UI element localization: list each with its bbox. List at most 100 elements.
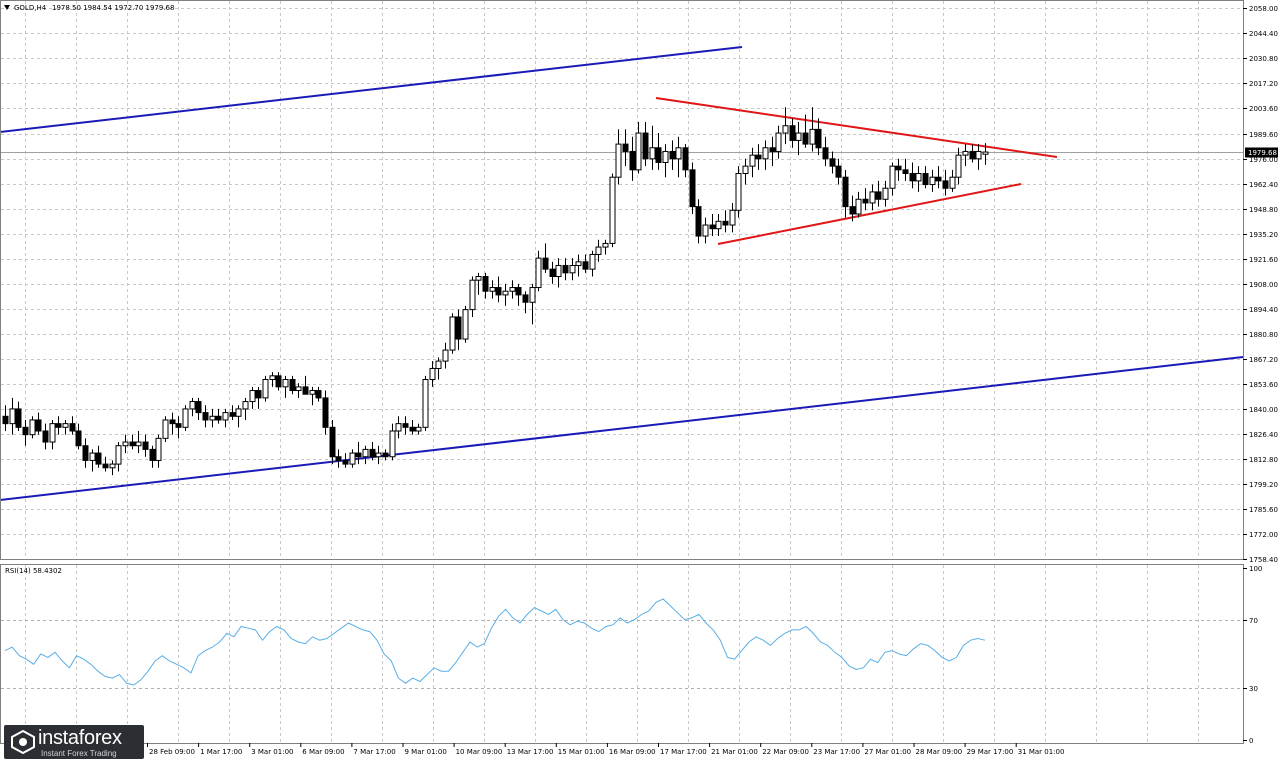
candle-body <box>369 448 376 458</box>
price-tick-label: 2058.00 <box>1249 5 1278 13</box>
candle-body <box>582 261 589 270</box>
candle-body <box>902 169 909 175</box>
candle-body <box>655 147 662 163</box>
candle-body <box>509 287 516 292</box>
candle-body <box>502 290 509 296</box>
candle-body <box>35 419 42 432</box>
candle-body <box>62 423 69 428</box>
candle-body <box>29 419 36 436</box>
candle-body <box>575 261 582 266</box>
candle-body <box>429 367 436 381</box>
candle-body <box>295 386 302 392</box>
current-price-label: 1979.68 <box>1248 149 1277 157</box>
candle-body <box>775 132 782 152</box>
candle-body <box>935 176 942 182</box>
candle-body <box>602 242 609 248</box>
price-tick-label: 1948.80 <box>1249 206 1278 214</box>
time-tick-label: 29 Mar 17:00 <box>967 748 1014 756</box>
instaforex-watermark: instaforex Instant Forex Trading <box>4 725 144 759</box>
candle-body <box>75 430 82 447</box>
candle-body <box>269 375 276 381</box>
rsi-tick-label: 0 <box>1249 737 1253 745</box>
time-tick-label: 1 Mar 17:00 <box>200 748 242 756</box>
candle-body <box>875 191 882 200</box>
price-tick-label: 1880.80 <box>1249 331 1278 339</box>
candle-body <box>802 132 809 145</box>
candle-body <box>702 224 709 237</box>
candle-body <box>222 412 229 421</box>
candle-body <box>422 379 429 428</box>
candle-body <box>769 147 776 152</box>
price-tick-label: 1989.60 <box>1249 131 1278 139</box>
main-chart-frame <box>0 0 1244 560</box>
candle-body <box>755 154 762 160</box>
price-tick-label: 1935.20 <box>1249 231 1278 239</box>
price-tick-label: 1962.40 <box>1249 181 1278 189</box>
chart-menu-icon[interactable] <box>4 5 10 10</box>
triangle-lower-line <box>717 183 1022 245</box>
candle-body <box>255 390 262 399</box>
candle-body <box>869 191 876 204</box>
rsi-line <box>4 598 986 686</box>
watermark-tagline: Instant Forex Trading <box>41 749 117 758</box>
time-tick-label: 21 Mar 01:00 <box>711 748 758 756</box>
price-tick-label: 1758.40 <box>1249 556 1278 564</box>
candle-body <box>49 423 56 443</box>
candle-body <box>735 173 742 211</box>
candle-body <box>289 379 296 392</box>
candle-body <box>622 143 629 152</box>
candle-body <box>482 276 489 292</box>
candle-body <box>155 437 162 461</box>
candle-body <box>675 147 682 160</box>
price-tick-label: 1826.40 <box>1249 431 1278 439</box>
price-tick-label: 1921.60 <box>1249 256 1278 264</box>
candle-body <box>249 390 256 403</box>
price-tick-label: 1908.00 <box>1249 281 1278 289</box>
time-tick-label: 6 Mar 09:00 <box>302 748 344 756</box>
candle-body <box>129 441 136 447</box>
time-tick-label: 23 Mar 17:00 <box>813 748 860 756</box>
candle-body <box>635 132 642 171</box>
candle-body <box>182 408 189 428</box>
candle-body <box>342 459 349 465</box>
candle-body <box>669 150 676 160</box>
price-tick-label: 2044.40 <box>1249 30 1278 38</box>
time-tick-label: 22 Mar 09:00 <box>762 748 809 756</box>
candle-body <box>275 375 282 388</box>
time-tick-label: 13 Mar 17:00 <box>507 748 554 756</box>
candle-body <box>82 445 89 461</box>
time-tick-label: 28 Mar 09:00 <box>916 748 963 756</box>
candle-body <box>535 257 542 289</box>
candle-body <box>909 173 916 182</box>
time-tick-label: 15 Mar 01:00 <box>558 748 605 756</box>
candle-body <box>969 150 976 160</box>
candle-body <box>175 423 182 428</box>
candle-body <box>609 176 616 244</box>
candle-body <box>662 150 669 163</box>
candle-body <box>922 173 929 186</box>
candle-body <box>649 147 656 160</box>
symbol-label: GOLD,H4 <box>14 4 47 12</box>
candle-body <box>882 187 889 200</box>
candle-body <box>855 198 862 215</box>
candle-body <box>762 147 769 160</box>
candle-body <box>555 264 562 278</box>
current-price-marker: 1979.68 <box>1245 147 1278 158</box>
candle-body <box>415 426 422 432</box>
price-tick-label: 1772.00 <box>1249 531 1278 539</box>
price-tick-label: 1867.20 <box>1249 356 1278 364</box>
candle-body <box>962 150 969 156</box>
candle-body <box>95 452 102 465</box>
candle-body <box>235 408 242 417</box>
price-tick-label: 1853.60 <box>1249 381 1278 389</box>
candle-body <box>495 287 502 296</box>
candle-body <box>522 294 529 303</box>
candle-body <box>115 445 122 465</box>
channel-lower-trendline <box>0 356 1244 501</box>
candle-body <box>322 397 329 428</box>
candle-body <box>475 276 482 281</box>
candle-body <box>242 401 249 410</box>
time-tick-label: 31 Mar 01:00 <box>1018 748 1065 756</box>
candle-body <box>629 150 636 171</box>
rsi-tick-label: 100 <box>1249 565 1262 573</box>
